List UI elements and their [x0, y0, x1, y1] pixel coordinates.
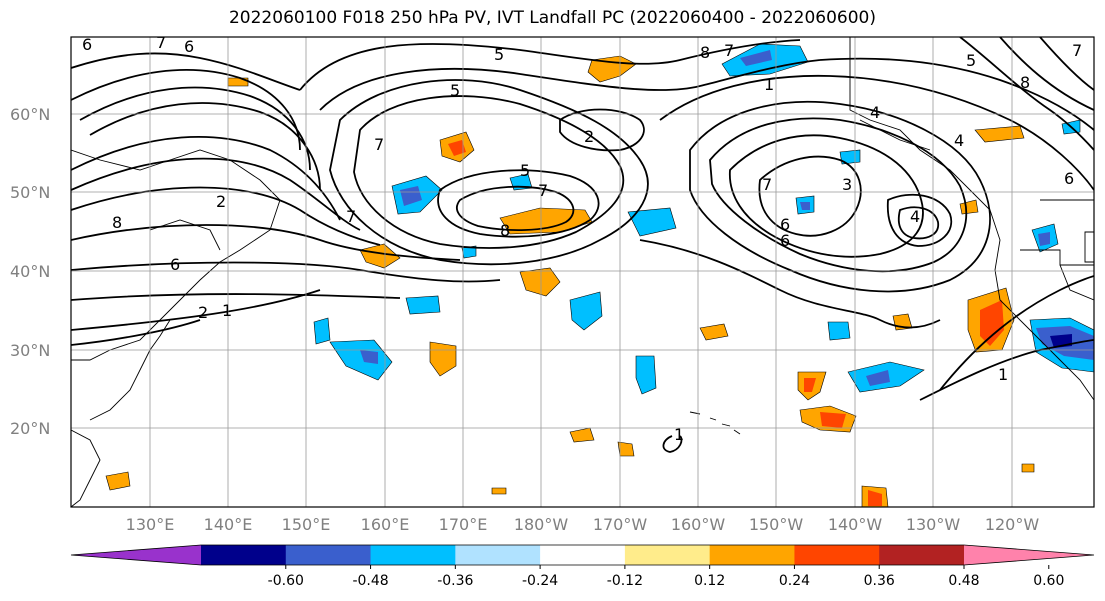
- colorbar-extend-max: [964, 545, 1094, 565]
- contour-label: 4: [870, 103, 880, 122]
- colorbar-tick-label: 0.36: [864, 573, 895, 589]
- colorbar-segment: [624, 545, 711, 565]
- colorbar-tick-label: -0.36: [437, 573, 473, 589]
- contour-label: 1: [998, 365, 1008, 384]
- map-border: [70, 36, 1095, 508]
- colorbar-segment: [455, 545, 541, 565]
- contour-label: 6: [170, 255, 180, 274]
- lon-label: 170°E: [439, 515, 488, 534]
- lat-label: 30°N: [10, 341, 50, 360]
- colorbar-segment: [201, 545, 287, 565]
- colorbar-extend-min: [71, 545, 201, 565]
- contour-label: 7: [538, 181, 548, 200]
- contour-label: 3: [842, 175, 852, 194]
- lon-label: 120°W: [985, 515, 1040, 534]
- lat-label: 60°N: [10, 105, 50, 124]
- pv-contours: [71, 37, 1094, 453]
- contour-label: 2: [584, 127, 594, 146]
- colorbar-segment: [540, 545, 626, 565]
- contour-label: 2: [216, 192, 226, 211]
- contour-label: 6: [82, 35, 92, 54]
- colorbar-tick-label: -0.48: [352, 573, 388, 589]
- contour-label: 7: [374, 135, 384, 154]
- graticule: [71, 37, 1094, 507]
- lon-label: 160°E: [361, 515, 410, 534]
- lon-label: 170°W: [593, 515, 648, 534]
- lon-label: 150°W: [749, 515, 804, 534]
- colorbar-segment: [709, 545, 795, 565]
- lon-label: 160°W: [671, 515, 726, 534]
- colorbar-segment: [794, 545, 880, 565]
- colorbar-tick-label: -0.60: [268, 573, 304, 589]
- contour-label: 4: [910, 207, 920, 226]
- colorbar-tick-label: 0.48: [948, 573, 979, 589]
- contour-label: 1: [222, 301, 232, 320]
- colorbar-outline: [70, 544, 1095, 566]
- contour-label: 6: [184, 37, 194, 56]
- lat-label: 40°N: [10, 262, 50, 281]
- contour-label: 5: [450, 81, 460, 100]
- contour-label: 7: [346, 207, 356, 226]
- contour-label: 8: [500, 221, 510, 240]
- colorbar-tick-label: 0.60: [1033, 573, 1064, 589]
- contour-label: 4: [954, 131, 964, 150]
- colorbar-tick-label: -0.12: [607, 573, 643, 589]
- colorbar-segment: [370, 545, 456, 565]
- lon-label: 130°W: [906, 515, 961, 534]
- contour-label: 6: [1064, 169, 1074, 188]
- lon-label: 180°W: [514, 515, 569, 534]
- contour-label: 6: [780, 215, 790, 234]
- contour-label: 8: [1020, 73, 1030, 92]
- colorbar-tick-label: 0.12: [694, 573, 725, 589]
- colorbar-segment: [879, 545, 965, 565]
- positive-anomaly-shading: [105, 55, 1035, 507]
- colorbar: -0.60 -0.48 -0.36 -0.24 -0.12 0.12 0.24 0.36 0.4…: [70, 544, 1095, 589]
- contour-label: 5: [494, 45, 504, 64]
- latitude-labels: 60°N 50°N 40°N 30°N 20°N: [10, 105, 50, 438]
- contour-label: 8: [700, 43, 710, 62]
- contour-label: 7: [724, 41, 734, 60]
- contour-label: 7: [1072, 41, 1082, 60]
- contour-label: 7: [762, 175, 772, 194]
- contour-label: 6: [780, 231, 790, 250]
- lon-label: 130°E: [126, 515, 175, 534]
- map-title: 2022060100 F018 250 hPa PV, IVT Landfall…: [228, 8, 876, 28]
- colorbar-tick-label: -0.24: [522, 573, 558, 589]
- colorbar-tick-label: 0.24: [779, 573, 810, 589]
- lat-label: 50°N: [10, 183, 50, 202]
- colorbar-segment: [285, 545, 372, 565]
- contour-label: 7: [156, 33, 166, 52]
- lon-label: 140°E: [204, 515, 253, 534]
- contour-label: 5: [966, 51, 976, 70]
- contour-label: 1: [674, 425, 684, 444]
- contour-label: 8: [112, 213, 122, 232]
- contour-label: 1: [764, 75, 774, 94]
- contour-label: 5: [520, 161, 530, 180]
- lon-label: 150°E: [282, 515, 331, 534]
- contour-labels: 6 7 6 5 7 8 5 2 5 1 7 8 7 7 6 2 8 6 2 7 …: [82, 33, 1082, 444]
- contour-label: 2: [198, 303, 208, 322]
- longitude-labels: 130°E 140°E 150°E 160°E 170°E 180°W 170°…: [126, 515, 1040, 534]
- lon-label: 140°W: [828, 515, 883, 534]
- lat-label: 20°N: [10, 419, 50, 438]
